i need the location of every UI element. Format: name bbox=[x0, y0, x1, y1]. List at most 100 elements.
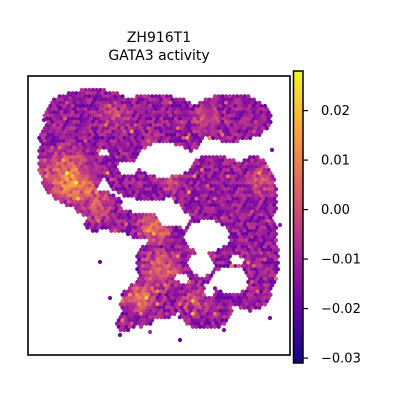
spot bbox=[268, 222, 273, 227]
spot bbox=[81, 142, 86, 147]
spot bbox=[229, 238, 234, 243]
spot bbox=[50, 177, 55, 182]
spot bbox=[96, 116, 101, 121]
spot bbox=[229, 135, 234, 141]
spot bbox=[162, 187, 168, 192]
spot bbox=[270, 276, 275, 281]
spot bbox=[68, 139, 73, 144]
spot bbox=[59, 155, 64, 160]
spot bbox=[240, 129, 245, 134]
spot bbox=[101, 196, 107, 201]
spot bbox=[96, 199, 101, 205]
spot bbox=[111, 206, 116, 211]
spot bbox=[240, 238, 245, 243]
spot bbox=[151, 212, 156, 217]
spot bbox=[201, 183, 206, 189]
spot bbox=[183, 203, 188, 208]
spot bbox=[59, 110, 64, 115]
spot bbox=[131, 100, 136, 105]
spot bbox=[122, 327, 127, 333]
spot bbox=[194, 286, 199, 291]
spot bbox=[194, 196, 199, 201]
spot bbox=[257, 126, 262, 131]
spot bbox=[94, 203, 99, 208]
spot bbox=[63, 174, 68, 179]
spot bbox=[74, 206, 79, 211]
spot bbox=[246, 158, 251, 163]
spot bbox=[72, 132, 77, 137]
spot bbox=[66, 187, 71, 192]
spot bbox=[113, 196, 118, 201]
spot bbox=[259, 270, 264, 275]
spot bbox=[257, 305, 262, 310]
spot bbox=[116, 145, 121, 150]
spot bbox=[233, 231, 238, 237]
spot bbox=[126, 315, 131, 320]
spot bbox=[216, 113, 221, 118]
spot bbox=[246, 305, 251, 310]
spot bbox=[211, 321, 216, 326]
spot bbox=[199, 199, 205, 205]
spot bbox=[89, 91, 94, 96]
spot bbox=[268, 183, 273, 189]
spot bbox=[188, 129, 193, 134]
spot bbox=[201, 292, 206, 297]
spot bbox=[118, 327, 123, 333]
spot bbox=[140, 283, 145, 288]
spot bbox=[153, 267, 158, 272]
spot bbox=[235, 164, 240, 169]
spot bbox=[242, 94, 247, 99]
spot bbox=[101, 209, 107, 214]
spot bbox=[270, 206, 275, 211]
spot bbox=[87, 158, 92, 163]
spot bbox=[101, 222, 107, 227]
spot bbox=[57, 190, 62, 195]
spot bbox=[222, 295, 227, 301]
spot bbox=[244, 116, 249, 121]
spot bbox=[185, 135, 190, 141]
spot bbox=[183, 132, 188, 137]
spot bbox=[270, 180, 275, 185]
spot bbox=[133, 180, 138, 185]
spot bbox=[153, 215, 158, 221]
spot bbox=[244, 257, 249, 262]
spot bbox=[129, 148, 134, 153]
spot bbox=[98, 107, 103, 112]
spot bbox=[231, 209, 236, 214]
spot bbox=[81, 135, 86, 141]
spot bbox=[181, 199, 186, 205]
spot bbox=[211, 212, 216, 217]
spot bbox=[105, 215, 110, 221]
spot bbox=[46, 158, 51, 163]
spot bbox=[266, 116, 271, 121]
spot bbox=[218, 174, 223, 179]
spot bbox=[118, 129, 123, 134]
spot bbox=[61, 158, 66, 163]
spot bbox=[146, 126, 151, 131]
spot bbox=[259, 116, 264, 121]
spot bbox=[70, 199, 75, 205]
spot bbox=[259, 123, 264, 128]
spot bbox=[181, 308, 186, 313]
spot bbox=[114, 199, 120, 205]
spot bbox=[159, 295, 164, 301]
spot bbox=[48, 167, 53, 173]
spot bbox=[109, 113, 114, 118]
spot bbox=[96, 167, 101, 173]
spot bbox=[135, 190, 140, 195]
spot bbox=[251, 257, 256, 262]
spot bbox=[113, 158, 118, 163]
spot bbox=[224, 190, 229, 195]
spot bbox=[150, 113, 155, 118]
spot bbox=[248, 116, 253, 121]
spot bbox=[148, 270, 153, 275]
spot bbox=[148, 295, 153, 301]
spot bbox=[142, 247, 147, 253]
spot bbox=[159, 110, 164, 115]
spot bbox=[76, 203, 81, 208]
spot bbox=[107, 97, 112, 102]
spot bbox=[48, 174, 53, 179]
spot bbox=[216, 203, 221, 208]
spot bbox=[100, 110, 105, 115]
spot bbox=[209, 119, 214, 125]
